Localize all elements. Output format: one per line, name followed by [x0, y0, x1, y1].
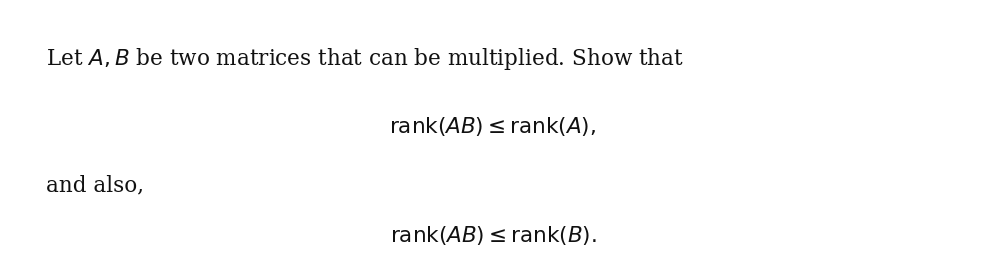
Text: and also,: and also, — [45, 175, 144, 197]
Text: $\mathrm{rank}(AB) \leq \mathrm{rank}(A),$: $\mathrm{rank}(AB) \leq \mathrm{rank}(A)… — [389, 115, 597, 138]
Text: Let $A, B$ be two matrices that can be multiplied. Show that: Let $A, B$ be two matrices that can be m… — [45, 46, 683, 72]
Text: $\mathrm{rank}(AB) \leq \mathrm{rank}(B).$: $\mathrm{rank}(AB) \leq \mathrm{rank}(B)… — [389, 224, 597, 247]
